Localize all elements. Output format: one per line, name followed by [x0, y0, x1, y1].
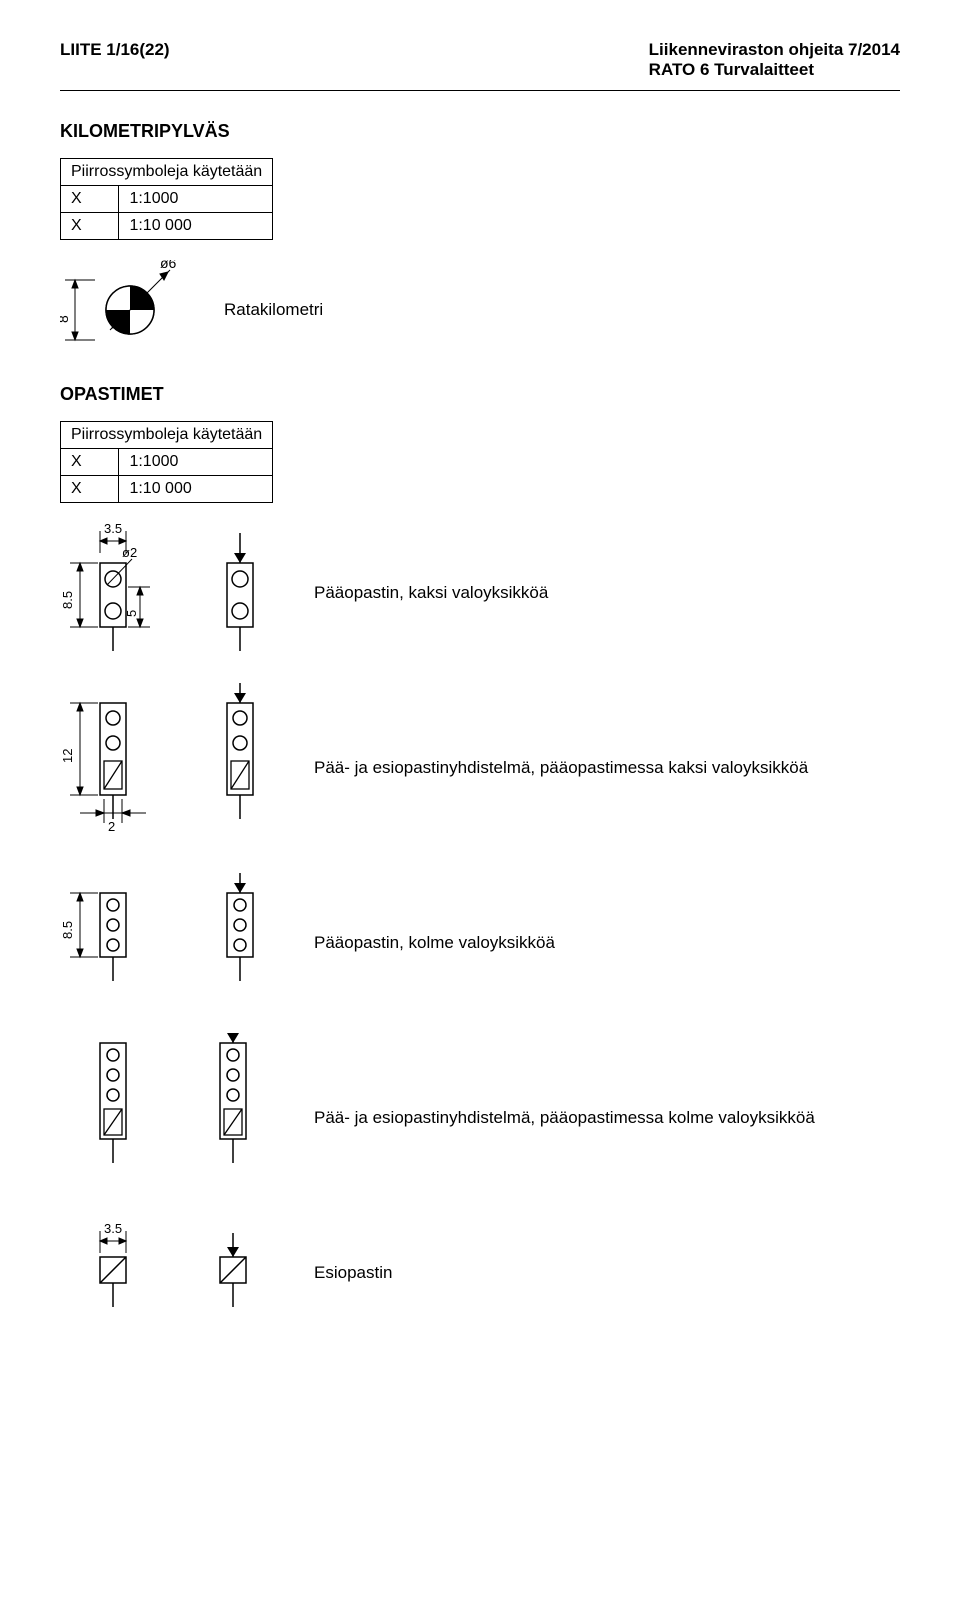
paaopastin-2-caption: Pääopastin, kaksi valoyksikköä: [314, 583, 548, 603]
header-right-line1: Liikenneviraston ohjeita 7/2014: [649, 40, 900, 60]
header-left: LIITE 1/16(22): [60, 40, 170, 60]
paa-esi-3-symbol: [60, 1033, 290, 1203]
dim-35b: 3.5: [104, 1223, 122, 1236]
esiopastin-symbol: 3.5: [60, 1223, 290, 1323]
dim-3-5: 3.5: [104, 523, 122, 536]
dim-5: 5: [124, 610, 139, 617]
scale-cell: 1:10 000: [119, 476, 273, 503]
table-row: X 1:10 000: [61, 213, 273, 240]
section2-usage-table: Piirrossymboleja käytetään X 1:1000 X 1:…: [60, 421, 273, 503]
mark-cell: X: [61, 186, 119, 213]
scale-cell: 1:1000: [119, 186, 273, 213]
esiopastin-caption: Esiopastin: [314, 1263, 392, 1283]
paa-esi-2-symbol: 12 2: [60, 683, 290, 853]
page-header: LIITE 1/16(22) Liikenneviraston ohjeita …: [60, 40, 900, 80]
paa-esi-2-caption: Pää- ja esiopastinyhdistelmä, pääopastim…: [314, 758, 808, 778]
scale-cell: 1:1000: [119, 449, 273, 476]
header-right-line2: RATO 6 Turvalaitteet: [649, 60, 900, 80]
scale-cell: 1:10 000: [119, 213, 273, 240]
table-row: X 1:1000: [61, 186, 273, 213]
paaopastin-2-symbol: 3.5 8.5 5 ø2: [60, 523, 290, 663]
header-divider: [60, 90, 900, 91]
dim-85b: 8.5: [60, 921, 75, 939]
mark-cell: X: [61, 476, 119, 503]
ratakilometri-row: 8 ø6 Ratakilometri: [60, 260, 900, 360]
esiopastin-row: 3.5 Esiopastin: [60, 1223, 900, 1323]
section1-usage-table: Piirrossymboleja käytetään X 1:1000 X 1:…: [60, 158, 273, 240]
mark-cell: X: [61, 213, 119, 240]
table-row: X 1:10 000: [61, 476, 273, 503]
dim-12: 12: [60, 749, 75, 763]
table-header: Piirrossymboleja käytetään: [61, 159, 273, 186]
paa-esi-3-caption: Pää- ja esiopastinyhdistelmä, pääopastim…: [314, 1108, 815, 1128]
ratakilometri-symbol: 8 ø6: [60, 260, 200, 360]
paaopastin-3-symbol: 8.5: [60, 873, 290, 1013]
table-row: X 1:1000: [61, 449, 273, 476]
ratakilometri-caption: Ratakilometri: [224, 300, 323, 320]
paaopastin-3-caption: Pääopastin, kolme valoyksikköä: [314, 933, 555, 953]
dim-o6: ø6: [160, 260, 177, 271]
section1-title: KILOMETRIPYLVÄS: [60, 121, 900, 142]
section2-title: OPASTIMET: [60, 384, 900, 405]
dim-8-5: 8.5: [60, 591, 75, 609]
paaopastin-2-row: 3.5 8.5 5 ø2: [60, 523, 900, 663]
dim-2: 2: [108, 819, 115, 834]
mark-cell: X: [61, 449, 119, 476]
paa-esi-3-row: Pää- ja esiopastinyhdistelmä, pääopastim…: [60, 1033, 900, 1203]
table-header: Piirrossymboleja käytetään: [61, 422, 273, 449]
dim-o2: ø2: [122, 545, 137, 560]
paa-esi-2-row: 12 2 Pää- ja esiopastinyhdist: [60, 683, 900, 853]
dim-8: 8: [60, 315, 71, 323]
paaopastin-3-row: 8.5 Pääopastin, kolme valoyksikköä: [60, 873, 900, 1013]
header-right: Liikenneviraston ohjeita 7/2014 RATO 6 T…: [649, 40, 900, 80]
